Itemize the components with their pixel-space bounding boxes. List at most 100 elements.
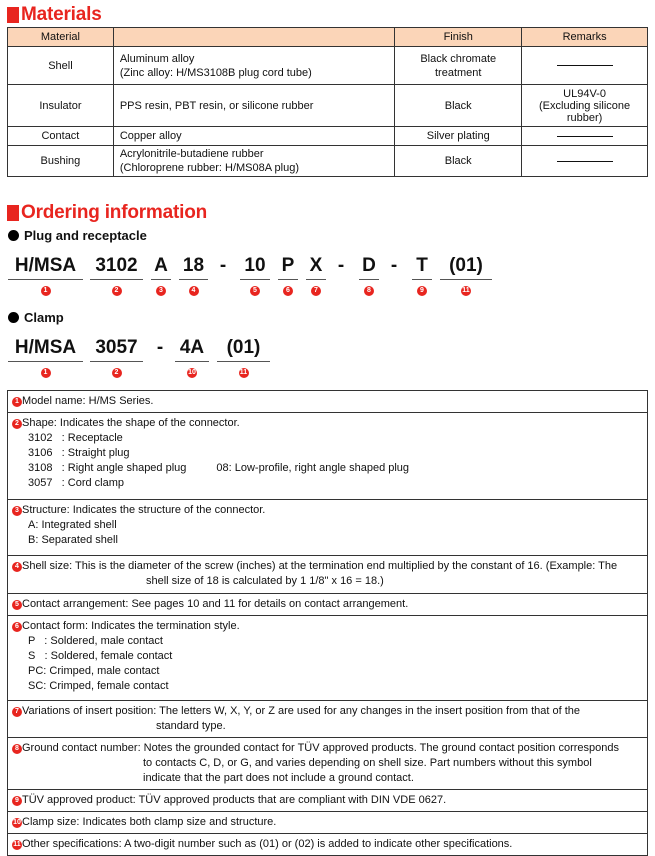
- circled-number: 11: [461, 286, 471, 296]
- desc-line: (Chloroprene rubber: H/MS08A plug): [119, 162, 299, 174]
- code-segment: 3057: [90, 337, 143, 362]
- circled-number: 11: [238, 368, 249, 378]
- material-cell: Insulator: [7, 84, 114, 127]
- sub-item: P : Soldered, male contact: [28, 635, 163, 647]
- explanation-line: 10Clamp size: Indicates both clamp size …: [12, 815, 643, 830]
- explanation-cell: 5 Contact arrangement: See pages 10 and 1…: [7, 593, 648, 616]
- material-cell: Contact: [7, 126, 114, 146]
- table-row: Shell Aluminum alloy (Zinc alloy: H/MS310…: [7, 46, 648, 85]
- code-segment: T: [412, 255, 432, 280]
- circled-number: 2: [111, 368, 122, 378]
- dash-line: [556, 160, 613, 162]
- circled-number: 1: [12, 397, 22, 407]
- table-row: Insulator PPS resin, PBT resin, or silic…: [7, 84, 648, 127]
- sub-item: 3108 : Right angle shaped plug: [28, 462, 187, 474]
- sub-item: 3102 : Receptacle: [28, 432, 123, 444]
- explanation-cell: 1 Model name: H/MS Series.: [7, 390, 648, 413]
- circled-number: 11: [12, 840, 22, 850]
- explanation-line: 2 Shape: Indicates the shape of the conne…: [12, 416, 643, 431]
- code-separator: -: [156, 337, 164, 358]
- description-cell: Aluminum alloy (Zinc alloy: H/MS3108B plu…: [112, 46, 396, 85]
- explanation-row: 2 Shape: Indicates the shape of the conne…: [7, 412, 648, 500]
- circled-number: 6: [12, 622, 22, 632]
- material-cell: Shell: [7, 46, 114, 85]
- explanation-row: 10Clamp size: Indicates both clamp size …: [7, 811, 648, 834]
- explanations-table: 1 Model name: H/MS Series. 2 Shape: Indicat…: [7, 390, 648, 856]
- materials-title: Materials: [7, 4, 102, 26]
- ordering-title: Ordering information: [7, 202, 207, 224]
- desc-line: Aluminum alloy: [119, 52, 195, 65]
- sub-item: S : Soldered, female contact: [28, 650, 173, 662]
- desc-line: Acrylonitrile-butadiene rubber: [119, 148, 264, 160]
- continuation-line: shell size of 18 is calculated by 1 1/8"…: [146, 575, 384, 587]
- remark-line: rubber): [566, 111, 603, 124]
- explanation-text: Variations of insert position: The lette…: [22, 705, 581, 717]
- code-segment: (01): [440, 255, 492, 280]
- explanation-cell: 2 Shape: Indicates the shape of the conne…: [7, 412, 648, 500]
- explanation-text: TÜV approved product: TÜV approved produ…: [22, 794, 447, 806]
- explanation-text: Shell size: This is the diameter of the …: [22, 560, 618, 572]
- explanation-line: 7 Variations of insert position: The lett…: [12, 704, 643, 719]
- description-cell: Acrylonitrile-butadiene rubber (Chloropre…: [112, 145, 396, 177]
- remarks-cell: UL94V-0 (Excluding silicone rubber): [521, 84, 648, 127]
- circled-number: 7: [311, 286, 321, 296]
- circled-number: 9: [417, 286, 427, 296]
- continuation-line: indicate that the part does not include …: [143, 772, 414, 784]
- code-segment: D: [359, 255, 379, 280]
- finish-cell: Black: [394, 84, 523, 127]
- explanation-row: 6 Contact form: Indicates the termination…: [7, 615, 648, 701]
- explanation-text: Shape: Indicates the shape of the connec…: [22, 417, 240, 429]
- code-segment: P: [278, 255, 298, 280]
- sub-item: 08: Low-profile, right angle shaped plug: [216, 462, 410, 474]
- explanation-text: Contact arrangement: See pages 10 and 11…: [22, 598, 409, 610]
- explanation-row: 5 Contact arrangement: See pages 10 and 1…: [7, 593, 648, 616]
- header-remarks: Remarks: [521, 27, 648, 47]
- explanation-line: 9 TÜV approved product: TÜV approved prod…: [12, 793, 643, 808]
- explanation-text: Clamp size: Indicates both clamp size an…: [22, 816, 277, 828]
- circled-number: 3: [12, 506, 22, 516]
- remarks-cell: [521, 126, 648, 146]
- materials-table: Material Finish Remarks Shell Aluminum a…: [7, 27, 648, 177]
- explanation-row: 3 Structure: Indicates the structure of t…: [7, 499, 648, 556]
- remarks-cell: [521, 46, 648, 85]
- explanation-row: 4 Shell size: This is the diameter of the…: [7, 555, 648, 594]
- explanation-cell: 11Other specifications: A two-digit numb…: [7, 833, 648, 856]
- code-segment: A: [151, 255, 171, 280]
- remark-line: UL94V-0: [563, 87, 606, 100]
- code-segment: H/MSA: [8, 255, 83, 280]
- materials-title-text: Materials: [21, 4, 102, 25]
- clamp-heading: Clamp: [8, 310, 64, 325]
- circled-number: 8: [364, 286, 374, 296]
- finish-line: treatment: [435, 66, 482, 79]
- code-segment: X: [306, 255, 326, 280]
- code-segment: 10: [240, 255, 270, 280]
- explanation-text: Structure: Indicates the structure of th…: [22, 504, 266, 516]
- circled-number: 1: [40, 368, 51, 378]
- sub-item: 3106 : Straight plug: [28, 447, 130, 459]
- sub-item: B: Separated shell: [28, 534, 118, 546]
- explanation-row: 9 TÜV approved product: TÜV approved prod…: [7, 789, 648, 812]
- code-separator: -: [337, 255, 345, 276]
- ordering-title-text: Ordering information: [21, 202, 208, 223]
- code-segment: 18: [179, 255, 208, 280]
- red-square-icon: [7, 205, 19, 221]
- sub-item: PC: Crimped, male contact: [28, 665, 160, 677]
- explanation-line: 3 Structure: Indicates the structure of t…: [12, 503, 643, 518]
- circled-number: 4: [12, 562, 22, 572]
- code-separator: -: [390, 255, 398, 276]
- circled-number: 6: [283, 286, 293, 296]
- header-material: Material: [7, 27, 114, 47]
- circled-number: 9: [12, 796, 22, 806]
- plug-heading-text: Plug and receptacle: [24, 228, 147, 243]
- description-cell: Copper alloy: [112, 126, 396, 146]
- explanation-cell: 7 Variations of insert position: The lett…: [7, 700, 648, 738]
- explanation-row: 1 Model name: H/MS Series.: [7, 390, 648, 413]
- circled-number: 10: [187, 368, 197, 378]
- remarks-cell: [521, 145, 648, 177]
- plug-heading: Plug and receptacle: [8, 228, 147, 243]
- circled-number: 10: [12, 818, 22, 828]
- remark-line: (Excluding silicone: [539, 99, 631, 112]
- circled-number: 5: [12, 600, 22, 610]
- explanation-cell: 9 TÜV approved product: TÜV approved prod…: [7, 789, 648, 812]
- explanation-text: Other specifications: A two-digit number…: [22, 838, 513, 850]
